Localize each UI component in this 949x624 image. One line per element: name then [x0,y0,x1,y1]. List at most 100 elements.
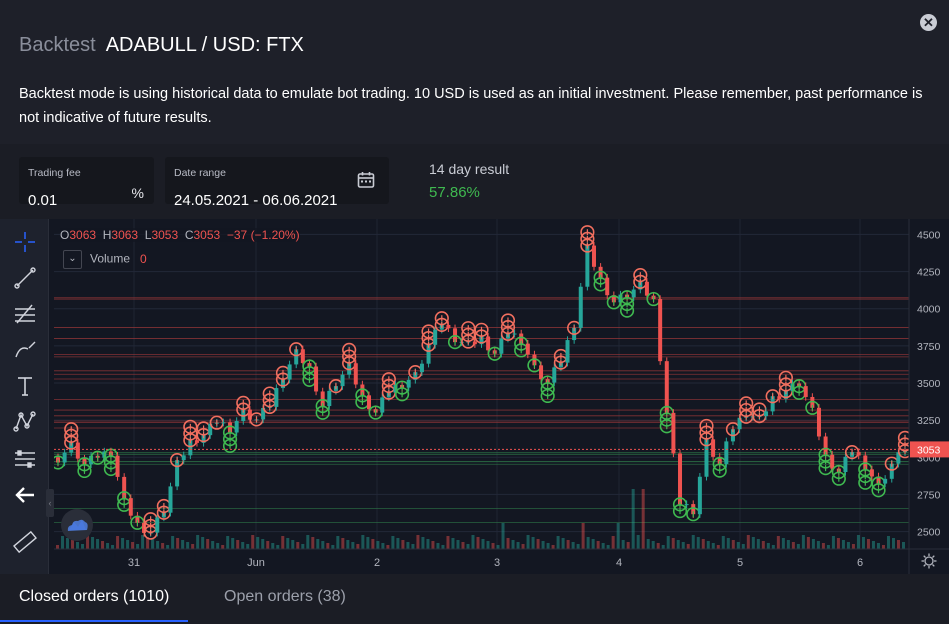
volume-bar [311,537,315,549]
crosshair-icon[interactable] [12,229,38,255]
sell-marker [474,322,489,337]
volume-bar [516,542,520,549]
trading-fee-value[interactable]: 0.01 [28,192,58,209]
collapse-toolbar-button[interactable]: ‹ [46,489,54,517]
y-tick-label: 2750 [917,489,941,501]
volume-bar [496,545,500,549]
candle-body [611,295,616,303]
candle-body [704,439,709,477]
settings-icon[interactable] [921,553,937,569]
volume-bar [811,539,815,549]
volume-bar [626,542,630,549]
volume-legend: ⌄ Volume 0 [63,250,147,269]
volume-bar [161,543,165,549]
volume-bar [371,539,375,549]
volume-bar [61,536,65,549]
sell-marker [739,396,754,411]
date-range-value[interactable]: 24.05.2021 - 06.06.2021 [174,192,338,209]
chevron-down-icon[interactable]: ⌄ [63,250,82,269]
volume-bar [616,523,620,549]
candle-body [591,245,596,267]
trendline-icon[interactable] [12,265,38,291]
buy-marker [712,463,727,478]
tab-closed-orders[interactable]: Closed orders (1010) [19,588,170,605]
candle-body [816,407,821,437]
volume-bar [176,538,180,549]
trading-fee-field[interactable]: Trading fee 0.01 % [19,157,154,209]
volume-bar [506,538,510,549]
volume-bar [271,543,275,549]
volume-bar [701,539,705,549]
volume-bar [396,538,400,549]
tv-logo-icon[interactable] [61,509,93,541]
volume-bar [741,544,745,549]
text-icon[interactable] [12,373,38,399]
candle-body [274,388,279,407]
volume-bar [801,535,805,549]
candle-body [314,366,319,392]
volume-bar [376,541,380,549]
volume-bar [361,535,365,549]
candle-body [777,396,782,399]
volume-bar [431,541,435,549]
price-chart[interactable]: 2500275030003250350037504000425045003053… [54,219,949,574]
volume-bar [481,539,485,549]
candle-body [532,354,537,366]
volume-bar [141,535,145,549]
volume-bar [116,536,120,549]
mode-label: Backtest [19,34,96,56]
volume-bar [746,535,750,549]
back-icon[interactable] [12,482,38,508]
volume-bar [766,543,770,549]
volume-bar [631,489,635,549]
volume-bar [121,538,125,549]
volume-bar [596,541,600,549]
chart-area[interactable]: ‹ 2500 2750 3000 3250 3500 3750 4000 4250 4500 30… [0,219,949,574]
volume-bar [696,537,700,549]
volume-bar [876,543,880,549]
candle-body [803,386,808,397]
volume-bar [411,544,415,549]
volume-bar [551,545,555,549]
volume-bar [581,523,585,549]
candle-body [413,372,418,380]
volume-bar [331,545,335,549]
volume-bar [286,538,290,549]
tab-open-orders[interactable]: Open orders (38) [224,588,346,605]
candle-body [234,421,239,433]
date-range-field[interactable]: Date range 24.05.2021 - 06.06.2021 [165,157,389,209]
candle-body [598,266,603,278]
y-tick-label: 4500 [917,229,941,241]
sell-marker [778,370,793,385]
buy-marker [672,503,688,519]
volume-bar [191,544,195,549]
volume-bar [321,541,325,549]
volume-bar [421,537,425,549]
brush-icon[interactable] [12,337,38,363]
x-tick-label: 6 [857,557,863,569]
volume-bar [571,542,575,549]
candle-body [697,476,702,515]
fib-icon[interactable] [12,301,38,327]
candle-body [830,454,835,469]
volume-bar [456,540,460,549]
measure-icon[interactable] [12,445,38,471]
candle-body [128,498,133,516]
volume-bar [641,489,645,549]
close-icon[interactable]: ✕ [920,14,937,31]
result-value: 57.86% [429,184,480,201]
candle-body [115,455,120,477]
volume-bar [731,540,735,549]
volume-bar [316,539,320,549]
calendar-icon[interactable] [357,171,375,189]
sell-marker [699,418,714,434]
candle-body [228,422,233,433]
pattern-icon[interactable] [12,409,38,435]
volume-bar [171,536,175,549]
volume-bar [841,540,845,549]
sell-marker [500,313,516,328]
ruler-icon[interactable] [12,529,38,555]
volume-bar [131,542,135,549]
volume-bar [71,540,75,549]
result-label: 14 day result [429,161,510,177]
